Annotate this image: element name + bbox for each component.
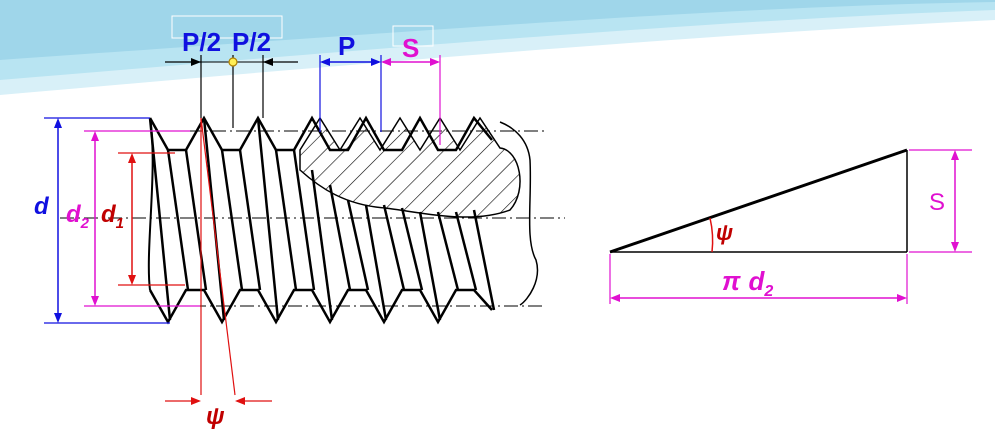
dimension-lead-angle: ψ [165,117,272,430]
dimension-half-pitch: P/2 P/2 [165,15,298,128]
dimension-d1: d1 [101,152,185,286]
label-triangle-lead: S [929,189,945,216]
break-line [499,121,539,306]
label-pitch: P [338,31,355,61]
threaded-rod [60,115,565,325]
lead-angle-triangle: ψ S π d2 [609,148,972,304]
label-triangle-angle: ψ [716,220,733,245]
thread-profile-top [148,115,493,152]
label-triangle-base: π d2 [722,266,773,300]
thread-flanks [148,117,496,321]
label-d: d [34,193,50,220]
header-banner [0,0,995,95]
dimension-d2: d2 [66,130,200,307]
label-half-pitch-right: P/2 [232,27,271,57]
cutaway-section [299,116,521,218]
label-half-pitch-left: P/2 [182,27,221,57]
label-d2: d2 [66,201,90,232]
dimension-lead: S [381,25,441,145]
dimension-d: d [34,117,170,324]
label-d1: d1 [101,201,124,232]
label-lead-angle-thread: ψ [206,403,225,430]
label-lead: S [402,33,419,63]
pitch-point-marker [228,57,238,67]
dimension-pitch: P [319,31,382,132]
